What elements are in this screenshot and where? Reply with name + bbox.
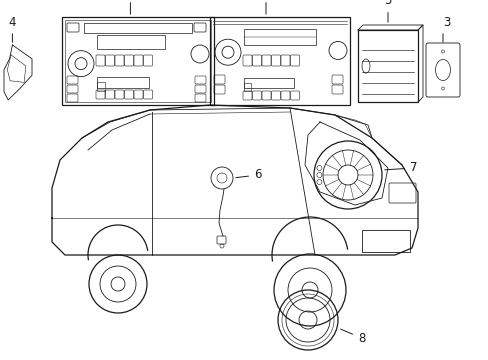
Bar [62, 17, 214, 105]
Text: 5: 5 [384, 0, 391, 22]
Bar [361, 230, 409, 252]
Bar [65, 20, 210, 102]
Bar [244, 29, 315, 45]
Bar [209, 17, 349, 105]
Text: 1: 1 [126, 0, 134, 14]
Text: 2: 2 [262, 0, 269, 14]
Text: 3: 3 [443, 16, 450, 29]
Bar [357, 30, 417, 102]
Bar [84, 23, 192, 33]
Text: 6: 6 [235, 168, 261, 181]
Bar [97, 35, 164, 49]
Text: 8: 8 [340, 329, 365, 345]
Text: 4: 4 [9, 16, 16, 29]
Bar [244, 83, 250, 91]
Bar [244, 78, 293, 88]
Text: 7: 7 [384, 162, 417, 175]
Bar [97, 82, 105, 91]
Bar [97, 77, 149, 88]
